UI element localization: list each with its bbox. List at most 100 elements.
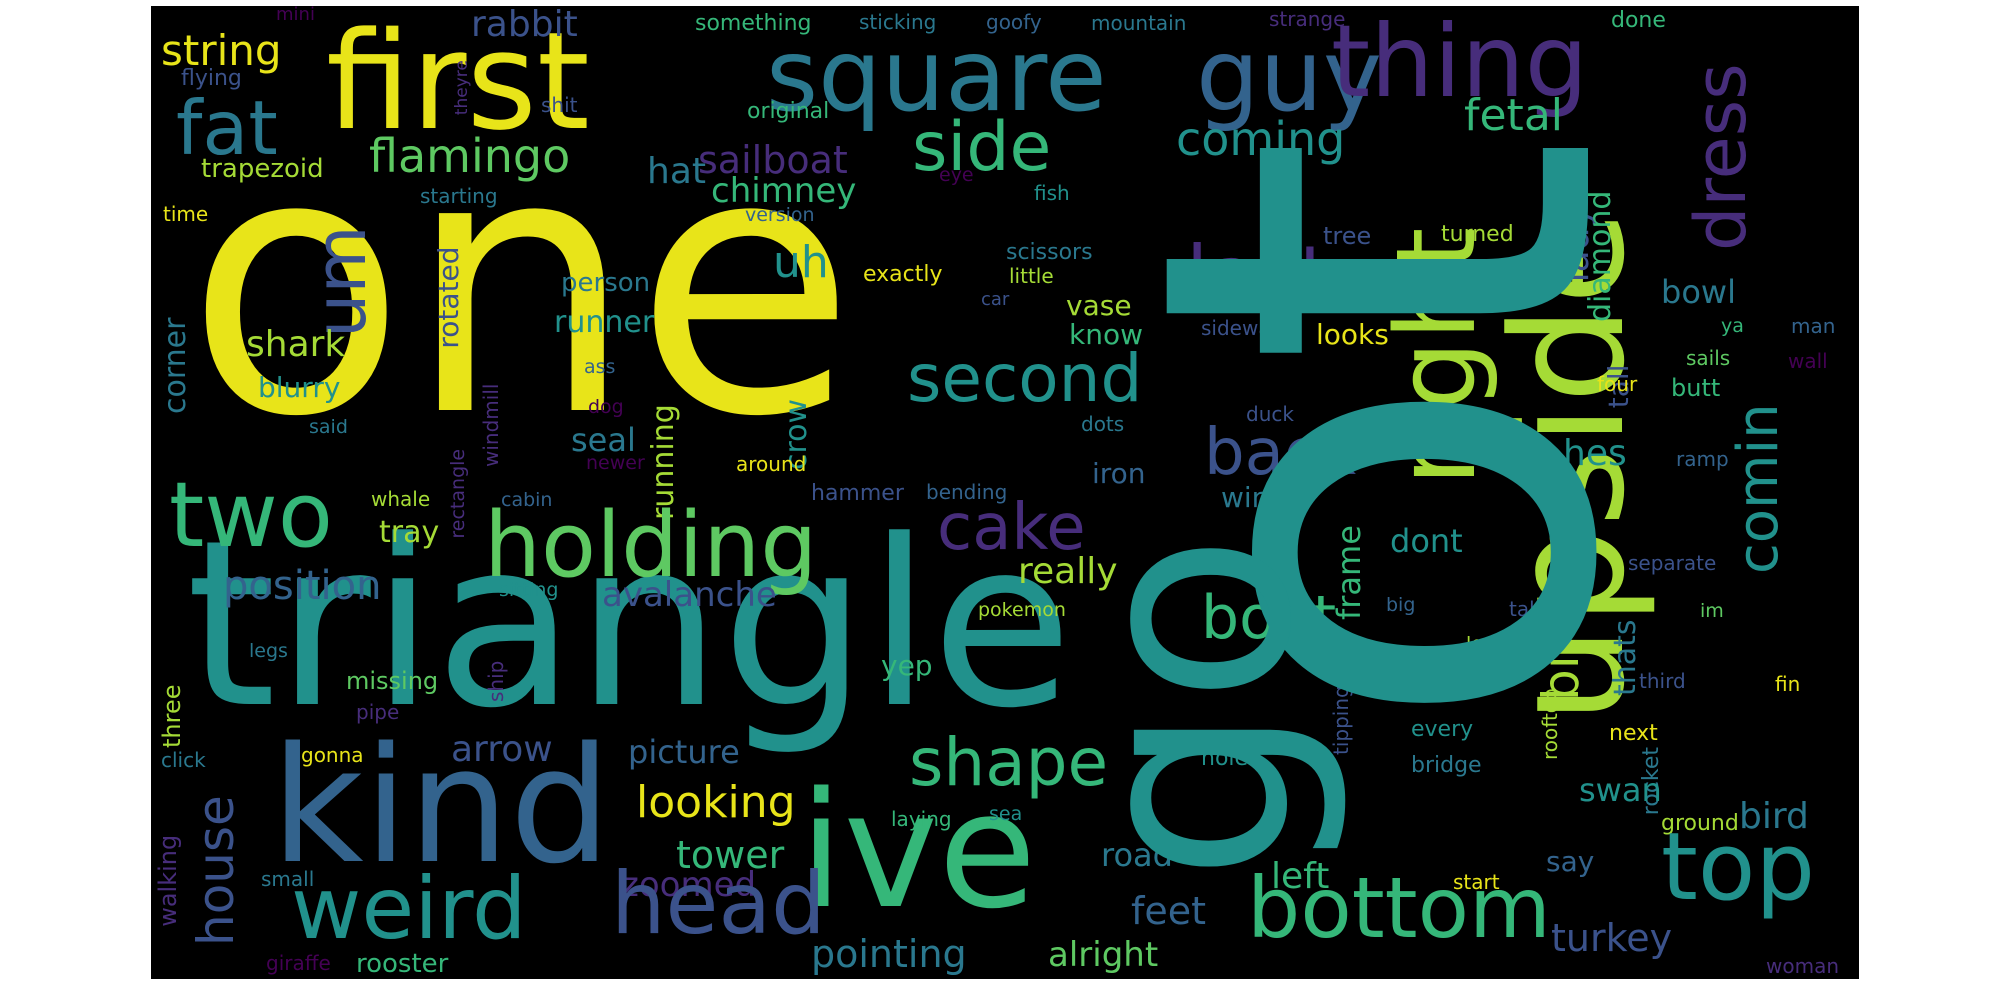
cloud-word-square: square bbox=[766, 17, 1107, 134]
cloud-word-guy: guy bbox=[1196, 17, 1383, 134]
cloud-word-go: go bbox=[1028, 532, 1354, 882]
cloud-word-crabby: crabby bbox=[1418, 418, 1487, 442]
cloud-word-woman: woman bbox=[1766, 954, 1840, 978]
cloud-word-fin: fin bbox=[1775, 672, 1801, 696]
cloud-word-bending: bending bbox=[926, 480, 1008, 504]
cloud-word-exactly: exactly bbox=[863, 262, 943, 287]
cloud-word-windmill: windmill bbox=[479, 383, 503, 467]
cloud-word-zoomed: zoomed bbox=[621, 865, 757, 905]
cloud-word-ship: ship bbox=[484, 660, 508, 702]
cloud-word-theyre: theyre bbox=[452, 60, 472, 116]
cloud-word-boat: boat bbox=[1201, 583, 1337, 653]
cloud-word-rectangle: rectangle bbox=[447, 448, 469, 539]
cloud-word-thing: thing bbox=[1331, 6, 1589, 120]
cloud-word-small: small bbox=[261, 867, 315, 891]
cloud-word-gonna: gonna bbox=[301, 743, 364, 767]
cloud-word-im: im bbox=[1700, 600, 1724, 622]
cloud-word-sails: sails bbox=[1686, 346, 1731, 370]
cloud-word-road: road bbox=[1101, 836, 1173, 874]
cloud-word-holes: holes bbox=[1201, 746, 1260, 771]
cloud-word-scissors: scissors bbox=[1006, 240, 1093, 265]
cloud-word-two: two bbox=[169, 463, 333, 568]
cloud-word-position: position bbox=[223, 563, 382, 609]
cloud-word-three: three bbox=[158, 684, 186, 749]
cloud-word-time: time bbox=[163, 202, 209, 226]
cloud-word-dog: dog bbox=[588, 396, 624, 418]
cloud-word-alright: alright bbox=[1048, 935, 1159, 975]
cloud-word-swan: swan bbox=[1579, 771, 1662, 809]
cloud-word-turkey: turkey bbox=[1551, 916, 1673, 960]
cloud-word-shark: shark bbox=[246, 324, 346, 365]
cloud-word-duck: duck bbox=[1246, 402, 1294, 426]
cloud-word-rooster: rooster bbox=[356, 949, 449, 979]
cloud-word-next: next bbox=[1609, 721, 1658, 746]
cloud-word-house: house bbox=[187, 795, 245, 946]
cloud-word-cake: cake bbox=[937, 491, 1086, 565]
cloud-word-rabbit: rabbit bbox=[471, 6, 578, 45]
cloud-word-person: person bbox=[561, 268, 651, 298]
cloud-word-vase: vase bbox=[1066, 289, 1132, 322]
cloud-word-fish: fish bbox=[1034, 181, 1070, 205]
cloud-word-flamingo: flamingo bbox=[369, 129, 571, 183]
cloud-word-really: really bbox=[1018, 551, 1118, 592]
cloud-word-dots: dots bbox=[1081, 412, 1125, 436]
cloud-word-second: second bbox=[907, 340, 1143, 417]
cloud-word-pipe: pipe bbox=[356, 700, 400, 724]
cloud-word-hes: hes bbox=[1563, 433, 1627, 474]
cloud-word-string: string bbox=[161, 26, 282, 75]
cloud-word-holding: holding bbox=[484, 493, 818, 598]
cloud-word-original: original bbox=[747, 99, 830, 124]
cloud-word-turned: turned bbox=[1441, 222, 1514, 247]
cloud-word-pokemon: pokemon bbox=[978, 599, 1066, 621]
cloud-word-ground: ground bbox=[1661, 811, 1739, 836]
cloud-word-done: done bbox=[1611, 8, 1666, 33]
cloud-word-tree: tree bbox=[1323, 222, 1372, 250]
cloud-word-tray: tray bbox=[379, 515, 440, 550]
cloud-word-laying: laying bbox=[891, 807, 952, 831]
cloud-word-sea: sea bbox=[989, 803, 1023, 825]
cloud-word-level: level bbox=[1466, 633, 1512, 655]
cloud-word-bottom: bottom bbox=[1247, 859, 1551, 957]
cloud-word-dont: dont bbox=[1390, 522, 1463, 560]
cloud-word-shit: shit bbox=[541, 93, 578, 117]
cloud-word-picture: picture bbox=[628, 733, 740, 771]
cloud-word-mountain: mountain bbox=[1091, 11, 1187, 35]
cloud-word-bird: bird bbox=[1739, 796, 1809, 837]
cloud-word-giraffe: giraffe bbox=[266, 951, 331, 975]
cloud-word-around: around bbox=[736, 452, 807, 476]
cloud-word-version: version bbox=[745, 204, 815, 226]
cloud-word-chimney: chimney bbox=[711, 171, 857, 211]
cloud-word-car: car bbox=[981, 289, 1010, 310]
cloud-word-sitting: sitting bbox=[499, 579, 559, 601]
cloud-word-blurry: blurry bbox=[258, 371, 341, 404]
cloud-word-know: know bbox=[1069, 318, 1143, 351]
cloud-word-looks: looks bbox=[1316, 318, 1389, 351]
cloud-word-comin: comin bbox=[1726, 403, 1791, 574]
cloud-word-starting: starting bbox=[420, 184, 498, 208]
cloud-word-looking: looking bbox=[636, 777, 796, 828]
cloud-word-say: say bbox=[1546, 845, 1595, 878]
cloud-word-little: little bbox=[1009, 264, 1054, 288]
cloud-word-coming: coming bbox=[1176, 112, 1346, 166]
cloud-word-every: every bbox=[1411, 717, 1474, 742]
cloud-word-runner: runner bbox=[554, 305, 655, 340]
cloud-word-goofy: goofy bbox=[986, 10, 1042, 34]
cloud-word-pointing: pointing bbox=[811, 932, 967, 976]
cloud-word-taking: taking bbox=[1509, 597, 1572, 621]
word-cloud: one triangle kind first square guy thing fat str… bbox=[151, 6, 1859, 979]
cloud-word-man: man bbox=[1791, 314, 1836, 338]
cloud-word-fetal: fetal bbox=[1464, 90, 1563, 141]
cloud-word-newer: newer bbox=[586, 452, 645, 474]
cloud-word-sideways: sideways bbox=[1201, 316, 1293, 340]
cloud-word-whale: whale bbox=[371, 487, 431, 511]
cloud-word-ass: ass bbox=[584, 356, 616, 378]
cloud-word-head: head bbox=[611, 854, 826, 954]
cloud-word-tower: tower bbox=[676, 833, 785, 877]
cloud-word-said: said bbox=[309, 416, 348, 438]
cloud-word-cabin: cabin bbox=[501, 489, 553, 511]
cloud-word-trapezoid: trapezoid bbox=[201, 154, 324, 184]
cloud-word-flying: flying bbox=[181, 66, 242, 91]
cloud-word-corner: corner bbox=[158, 317, 193, 414]
cloud-word-bridge: bridge bbox=[1411, 753, 1482, 778]
